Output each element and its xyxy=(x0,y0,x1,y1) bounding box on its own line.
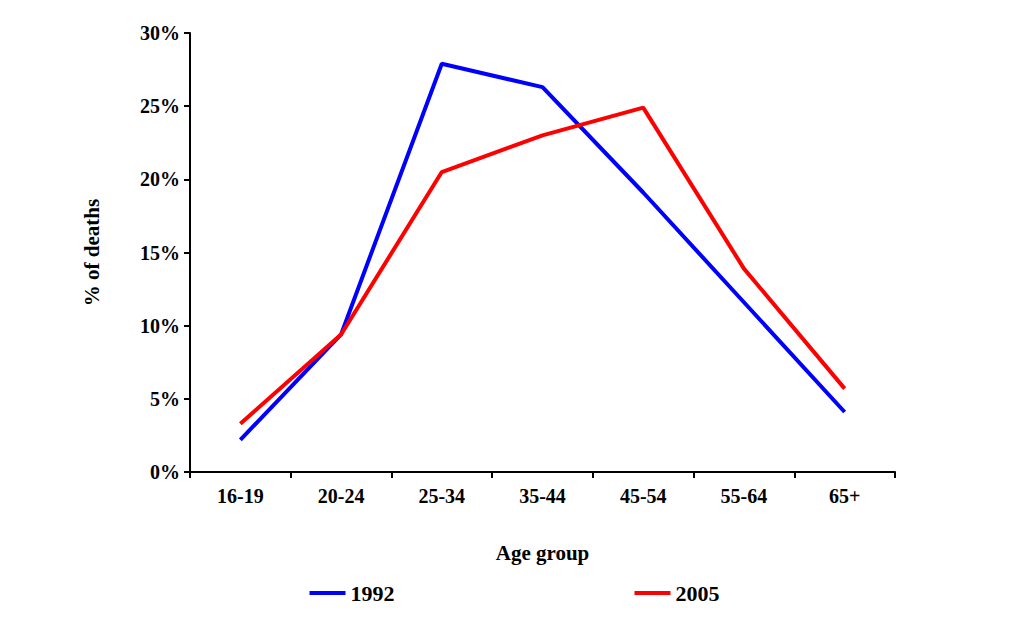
svg-text:20%: 20% xyxy=(140,168,180,190)
svg-text:0%: 0% xyxy=(150,461,180,483)
svg-text:45-54: 45-54 xyxy=(620,485,667,507)
svg-text:% of deaths: % of deaths xyxy=(80,199,104,306)
svg-text:30%: 30% xyxy=(140,22,180,44)
svg-text:10%: 10% xyxy=(140,315,180,337)
svg-text:2005: 2005 xyxy=(676,581,720,606)
svg-text:25%: 25% xyxy=(140,95,180,117)
svg-text:65+: 65+ xyxy=(829,485,860,507)
svg-text:16-19: 16-19 xyxy=(217,485,264,507)
svg-text:5%: 5% xyxy=(150,388,180,410)
svg-text:35-44: 35-44 xyxy=(519,485,566,507)
svg-text:25-34: 25-34 xyxy=(418,485,465,507)
svg-text:55-64: 55-64 xyxy=(721,485,768,507)
svg-text:Age group: Age group xyxy=(496,541,590,565)
svg-text:1992: 1992 xyxy=(351,581,395,606)
svg-text:20-24: 20-24 xyxy=(318,485,365,507)
svg-text:15%: 15% xyxy=(140,242,180,264)
